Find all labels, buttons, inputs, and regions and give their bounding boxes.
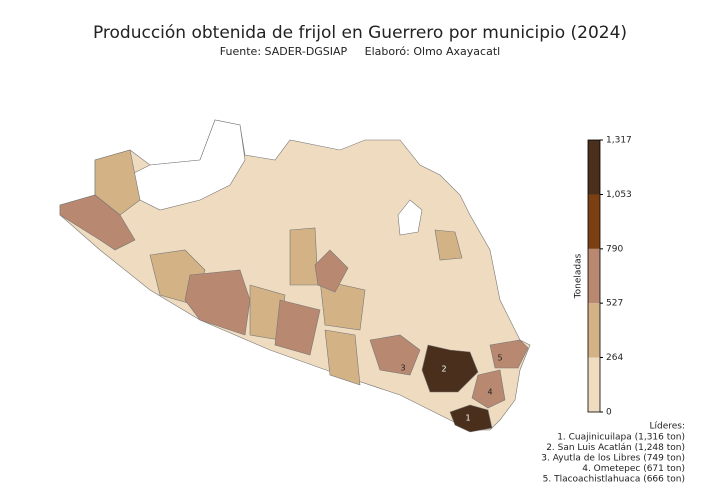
colorbar-bin <box>588 140 600 195</box>
no-data-area <box>129 119 246 211</box>
municipality <box>289 227 319 286</box>
municipality <box>94 149 141 216</box>
municipality <box>314 249 349 293</box>
colorbar-tick-label: 1,317 <box>606 136 632 146</box>
municipality <box>59 194 136 251</box>
colorbar-tick-label: 527 <box>606 299 623 309</box>
leader-item: 4. Ometepec (671 ton) <box>582 464 685 474</box>
colorbar-tick-label: 1,053 <box>606 190 632 200</box>
state-map <box>59 119 531 433</box>
subtitle: Fuente: SADER-DGSIAP Elaboró: Olmo Axaya… <box>220 45 500 58</box>
colorbar-bin <box>588 303 600 358</box>
colorbar-bin <box>588 357 600 412</box>
municipality <box>471 369 506 409</box>
colorbar-frame <box>587 139 601 413</box>
colorbar: 0 264 527 790 1,053 1,317 <box>587 136 632 418</box>
leader-item: 1. Cuajinicuilapa (1,316 ton) <box>557 433 685 443</box>
marker-label: 3 <box>400 364 405 373</box>
leader-markers: 1 2 3 4 5 <box>400 354 502 423</box>
municipality <box>184 269 251 336</box>
colorbar-label: Toneladas <box>574 253 584 299</box>
marker-label: 1 <box>465 414 470 423</box>
marker-label: 2 <box>441 365 446 374</box>
no-data-area <box>397 199 423 236</box>
colorbar-tick-label: 0 <box>606 408 612 418</box>
municipality <box>274 299 321 356</box>
marker-label: 4 <box>487 388 492 397</box>
leaders-list: Líderes:1. Cuajinicuilapa (1,316 ton)2. … <box>541 422 685 485</box>
leader-item: 3. Ayutla de los Libres (749 ton) <box>541 454 685 464</box>
leaders-heading: Líderes: <box>649 422 685 432</box>
marker-label: 5 <box>497 354 502 363</box>
leader-item: 5. Tlacoachistlahuaca (666 ton) <box>543 475 685 485</box>
municipality <box>489 339 529 369</box>
title: Producción obtenida de frijol en Guerrer… <box>93 23 627 43</box>
colorbar-bin <box>588 194 600 249</box>
municipality <box>319 279 366 331</box>
municipality <box>434 229 463 261</box>
colorbar-tick-label: 264 <box>606 353 623 363</box>
colorbar-tick-label: 790 <box>606 244 623 254</box>
municipality <box>421 344 479 393</box>
municipality <box>449 404 493 433</box>
colorbar-bin <box>588 248 600 304</box>
municipality <box>324 329 361 386</box>
municipality <box>369 334 421 376</box>
leader-item: 2. San Luis Acatlán (1,248 ton) <box>546 443 685 453</box>
